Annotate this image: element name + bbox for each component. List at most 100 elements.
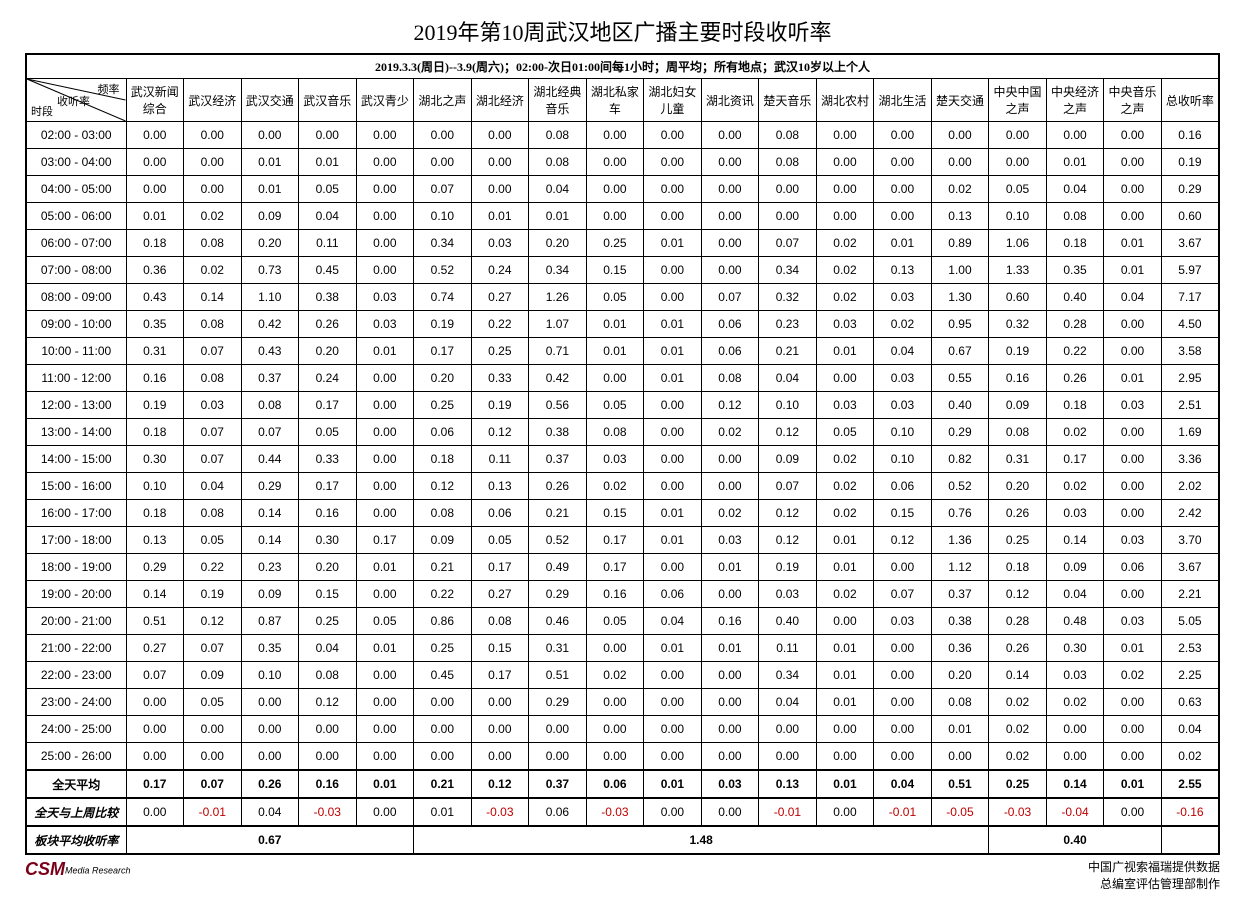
value-cell: 0.28 (989, 608, 1047, 635)
value-cell: 0.00 (931, 743, 989, 771)
time-cell: 22:00 - 23:00 (26, 662, 126, 689)
value-cell: 0.07 (414, 176, 472, 203)
table-row: 12:00 - 13:000.190.030.080.170.000.250.1… (26, 392, 1219, 419)
value-cell: 0.06 (701, 338, 759, 365)
value-cell: 0.87 (241, 608, 299, 635)
value-cell: 0.00 (356, 365, 414, 392)
value-cell: 0.22 (471, 311, 529, 338)
value-cell: 0.00 (874, 122, 932, 149)
value-cell: 0.02 (1161, 743, 1219, 771)
value-cell: 0.01 (126, 203, 184, 230)
value-cell: 0.00 (644, 257, 702, 284)
time-cell: 21:00 - 22:00 (26, 635, 126, 662)
value-cell: 0.08 (184, 365, 242, 392)
value-cell: 0.36 (931, 635, 989, 662)
col-header: 中央中国之声 (989, 79, 1047, 122)
value-cell: 0.00 (414, 716, 472, 743)
table-row: 22:00 - 23:000.070.090.100.080.000.450.1… (26, 662, 1219, 689)
value-cell: 0.04 (1161, 716, 1219, 743)
value-cell: 0.00 (414, 122, 472, 149)
value-cell: 0.40 (931, 392, 989, 419)
diff-cell: 0.00 (1104, 798, 1162, 826)
avg-cell: 0.25 (989, 770, 1047, 798)
table-row: 20:00 - 21:000.510.120.870.250.050.860.0… (26, 608, 1219, 635)
value-cell: 0.17 (414, 338, 472, 365)
value-cell: 0.00 (701, 122, 759, 149)
value-cell: 0.00 (759, 203, 817, 230)
value-cell: 0.00 (644, 473, 702, 500)
avg-cell: 0.01 (1104, 770, 1162, 798)
value-cell: 0.14 (184, 284, 242, 311)
value-cell: 0.49 (529, 554, 587, 581)
value-cell: 2.42 (1161, 500, 1219, 527)
value-cell: 0.13 (471, 473, 529, 500)
col-header: 湖北私家车 (586, 79, 644, 122)
time-cell: 17:00 - 18:00 (26, 527, 126, 554)
value-cell: 0.01 (1104, 230, 1162, 257)
value-cell: 0.00 (816, 122, 874, 149)
value-cell: 0.02 (701, 500, 759, 527)
value-cell: 0.73 (241, 257, 299, 284)
value-cell: 0.00 (586, 122, 644, 149)
value-cell: 0.00 (1104, 149, 1162, 176)
col-header: 湖北资讯 (701, 79, 759, 122)
value-cell: 0.18 (126, 500, 184, 527)
value-cell: 0.08 (989, 419, 1047, 446)
value-cell: 0.20 (989, 473, 1047, 500)
time-cell: 15:00 - 16:00 (26, 473, 126, 500)
value-cell: 0.22 (184, 554, 242, 581)
diff-cell: -0.03 (989, 798, 1047, 826)
value-cell: 0.13 (126, 527, 184, 554)
value-cell: 0.05 (586, 392, 644, 419)
value-cell: 0.09 (184, 662, 242, 689)
value-cell: 0.01 (529, 203, 587, 230)
value-cell: 0.22 (1046, 338, 1104, 365)
value-cell: 0.02 (816, 230, 874, 257)
value-cell: 0.03 (1046, 662, 1104, 689)
value-cell: 0.00 (241, 122, 299, 149)
value-cell: 2.95 (1161, 365, 1219, 392)
value-cell: 0.00 (356, 581, 414, 608)
value-cell: 0.15 (586, 500, 644, 527)
value-cell: 0.05 (299, 419, 357, 446)
value-cell: 0.08 (529, 122, 587, 149)
value-cell: 0.17 (471, 662, 529, 689)
value-cell: 0.29 (529, 581, 587, 608)
time-cell: 18:00 - 19:00 (26, 554, 126, 581)
value-cell: 0.63 (1161, 689, 1219, 716)
value-cell: 0.00 (184, 176, 242, 203)
value-cell: 0.17 (471, 554, 529, 581)
value-cell: 2.21 (1161, 581, 1219, 608)
table-row: 02:00 - 03:000.000.000.000.000.000.000.0… (26, 122, 1219, 149)
value-cell: 0.42 (241, 311, 299, 338)
value-cell: 0.01 (1104, 365, 1162, 392)
value-cell: 0.00 (874, 662, 932, 689)
value-cell: 0.00 (529, 743, 587, 771)
value-cell: 0.42 (529, 365, 587, 392)
value-cell: 0.00 (126, 716, 184, 743)
value-cell: 0.00 (931, 149, 989, 176)
value-cell: 0.89 (931, 230, 989, 257)
value-cell: 0.03 (586, 446, 644, 473)
col-header: 武汉青少 (356, 79, 414, 122)
value-cell: 0.00 (1104, 176, 1162, 203)
value-cell: 0.03 (874, 365, 932, 392)
value-cell: 0.06 (701, 311, 759, 338)
value-cell: 0.00 (701, 257, 759, 284)
value-cell: 0.15 (586, 257, 644, 284)
page-subtitle: 2019.3.3(周日)--3.9(周六)；02:00-次日01:00间每1小时… (25, 53, 1220, 78)
value-cell: 0.02 (989, 689, 1047, 716)
value-cell: 0.18 (1046, 230, 1104, 257)
value-cell: 0.01 (356, 635, 414, 662)
value-cell: 0.08 (759, 149, 817, 176)
time-cell: 16:00 - 17:00 (26, 500, 126, 527)
value-cell: 0.16 (701, 608, 759, 635)
value-cell: 0.00 (1104, 203, 1162, 230)
value-cell: 0.02 (1046, 419, 1104, 446)
value-cell: 0.12 (759, 500, 817, 527)
value-cell: 0.12 (874, 527, 932, 554)
value-cell: 0.01 (356, 554, 414, 581)
table-body: 02:00 - 03:000.000.000.000.000.000.000.0… (26, 122, 1219, 855)
value-cell: 0.01 (471, 203, 529, 230)
value-cell: 0.02 (1104, 662, 1162, 689)
